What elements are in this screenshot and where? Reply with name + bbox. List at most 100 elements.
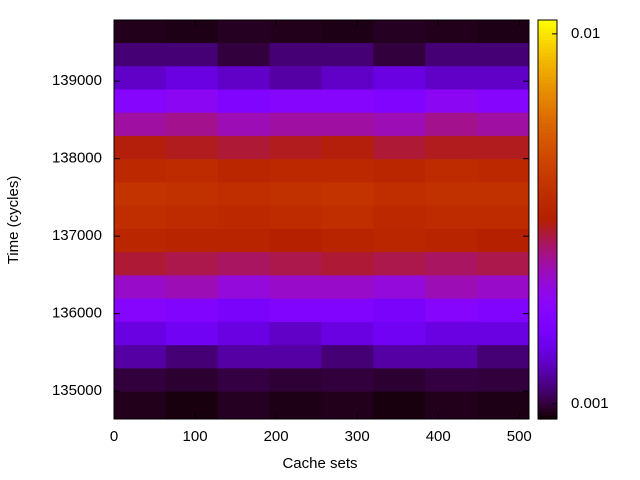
heatmap-cell: [321, 321, 374, 346]
heatmap-cell: [425, 367, 478, 392]
heatmap-cell: [269, 274, 322, 299]
colorbar-tick-label: 0.001: [571, 395, 609, 412]
colorbar-segment: [538, 309, 557, 314]
heatmap-cell: [114, 135, 167, 160]
heatmap-cell: [165, 112, 219, 136]
heatmap-cell: [165, 65, 219, 90]
colorbar-segment: [538, 59, 557, 64]
colorbar-segment: [538, 399, 557, 403]
colorbar-segment: [538, 222, 557, 227]
heatmap-cell: [321, 344, 374, 369]
colorbar-segment: [538, 89, 557, 94]
heatmap-cell: [269, 344, 322, 369]
colorbar-segment: [538, 262, 557, 267]
x-tick-label: 300: [345, 428, 370, 445]
colorbar-segment: [538, 332, 557, 337]
colorbar-segment: [538, 199, 557, 204]
colorbar-segment: [538, 49, 557, 54]
colorbar-segment: [538, 266, 557, 270]
heatmap-cell: [477, 321, 530, 346]
colorbar-segment: [538, 392, 557, 397]
heatmap-cell: [425, 181, 478, 206]
colorbar-segment: [538, 139, 557, 144]
heatmap-cell: [165, 42, 219, 67]
heatmap-cell: [269, 391, 322, 420]
colorbar-segment: [538, 119, 557, 124]
heatmap-cell: [373, 88, 426, 113]
x-tick-label: 200: [264, 428, 289, 445]
heatmap-cell: [165, 391, 219, 420]
heatmap-cell: [269, 20, 322, 43]
colorbar-segment: [538, 73, 557, 78]
heatmap-cell: [321, 205, 374, 229]
colorbar-segment: [538, 76, 557, 81]
heatmap-cell: [425, 251, 478, 276]
heatmap-cell: [425, 391, 478, 420]
colorbar-segment: [538, 219, 557, 224]
heatmap-cell: [114, 228, 167, 253]
heatmap-cell: [373, 344, 426, 369]
heatmap-cell: [321, 42, 374, 67]
colorbar-segment: [538, 33, 557, 38]
heatmap-cell: [165, 298, 219, 322]
colorbar-segment: [538, 279, 557, 284]
colorbar-segment: [538, 23, 557, 28]
colorbar-segment: [538, 239, 557, 244]
heatmap-cell: [373, 298, 426, 322]
heatmap-cell: [373, 158, 426, 183]
heatmap-cell: [373, 274, 426, 299]
heatmap-cell: [477, 228, 530, 253]
heatmap-cell: [477, 42, 530, 67]
heatmap-cell: [425, 344, 478, 369]
colorbar-segment: [538, 109, 557, 114]
colorbar-segment: [538, 209, 557, 214]
heatmap-cell: [373, 205, 426, 229]
colorbar-segment: [538, 289, 557, 294]
heatmap-cell: [269, 88, 322, 113]
heatmap-cell: [269, 228, 322, 253]
colorbar-segment: [538, 385, 557, 390]
colorbar-segment: [538, 123, 557, 127]
heatmap-cell: [165, 344, 219, 369]
heatmap-cell: [425, 65, 478, 90]
heatmap-cell: [425, 298, 478, 322]
colorbar-frame: [537, 19, 558, 420]
heatmap-cell: [321, 88, 374, 113]
colorbar-segment: [538, 286, 557, 290]
colorbar-segment: [538, 256, 557, 260]
heatmap-cell: [114, 65, 167, 90]
colorbar-segment: [538, 143, 557, 147]
colorbar-segment: [538, 409, 557, 413]
colorbar-segment: [538, 329, 557, 334]
heatmap-cell: [373, 251, 426, 276]
heatmap-cell: [373, 42, 426, 67]
heatmap-cell: [165, 228, 219, 253]
heatmap-cell: [321, 228, 374, 253]
heatmap-cell: [217, 65, 271, 90]
colorbar-segment: [538, 259, 557, 264]
heatmap-cell: [477, 298, 530, 322]
heatmap-cell: [321, 251, 374, 276]
heatmap-cell: [114, 274, 167, 299]
heatmap-cell: [373, 181, 426, 206]
heatmap-cell: [269, 112, 322, 136]
colorbar-segment: [538, 342, 557, 347]
heatmap-cell: [217, 367, 271, 392]
colorbar-segment: [538, 159, 557, 164]
colorbar-segment: [538, 322, 557, 327]
heatmap-cell: [425, 321, 478, 346]
colorbar-segment: [538, 382, 557, 387]
colorbar-segment: [538, 79, 557, 84]
heatmap-cell: [217, 42, 271, 67]
heatmap-cell: [165, 205, 219, 229]
heatmap-cell: [373, 65, 426, 90]
heatmap-cell: [269, 158, 322, 183]
heatmap-cell: [269, 65, 322, 90]
colorbar-segment: [538, 86, 557, 91]
colorbar-segment: [538, 229, 557, 234]
heatmap-cell: [165, 321, 219, 346]
colorbar-segment: [538, 402, 557, 407]
colorbar-segment: [538, 335, 557, 340]
heatmap-cell: [373, 367, 426, 392]
heatmap-cell: [477, 205, 530, 229]
